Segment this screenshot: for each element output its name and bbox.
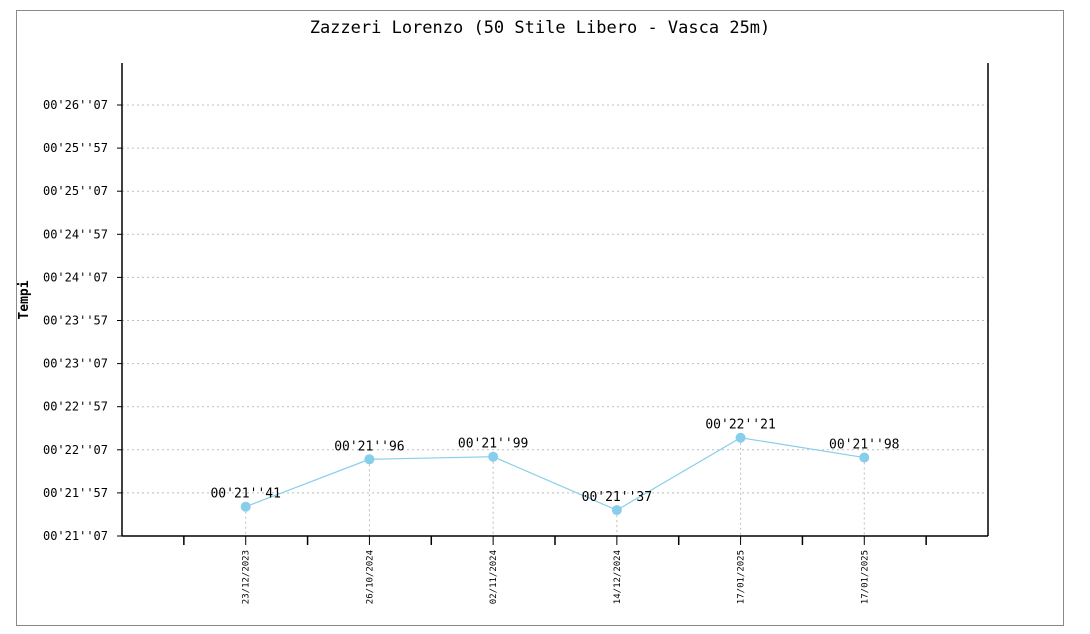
data-point (859, 452, 870, 463)
data-label: 00'21''98 (829, 438, 899, 453)
x-tick-label: 23/12/2023 (242, 550, 252, 604)
data-label: 00'22''21 (705, 418, 775, 433)
y-tick-label: 00'24''07 (43, 270, 108, 284)
gridlines (122, 104, 988, 536)
data-label: 00'21''37 (582, 490, 652, 505)
y-tick-label: 00'26''07 (43, 98, 108, 112)
y-tick-label: 00'24''57 (43, 227, 108, 241)
data-labels: 00'21''41 00'21''96 00'21''99 00'21''37 00'2… (210, 418, 899, 505)
y-tick-label: 00'25''07 (43, 184, 108, 198)
y-axis-label: Tempi (17, 280, 32, 319)
y-tick-label: 00'23''07 (43, 357, 108, 371)
series-line (240, 432, 870, 516)
x-tick-label: 17/01/2025 (860, 550, 870, 604)
x-tick-labels: 23/12/2023 26/10/2024 02/11/2024 14/12/2024… (242, 550, 871, 604)
x-tick-label: 17/01/2025 (737, 550, 747, 604)
data-label: 00'21''96 (334, 439, 404, 454)
data-point (488, 451, 499, 462)
data-label: 00'21''41 (210, 487, 280, 502)
y-tick-label: 00'22''07 (43, 443, 108, 457)
chart-title: Zazzeri Lorenzo (50 Stile Libero - Vasca… (310, 18, 771, 38)
y-tick-label: 00'25''57 (43, 141, 108, 155)
y-tick-label: 00'21''07 (43, 529, 108, 543)
data-point (240, 501, 251, 512)
axes (117, 63, 989, 545)
chart-frame (16, 10, 1064, 626)
x-tick-label: 14/12/2024 (613, 550, 623, 604)
y-tick-label: 00'22''57 (43, 400, 108, 414)
y-tick-label: 00'23''57 (43, 314, 108, 328)
x-tick-label: 26/10/2024 (365, 550, 375, 604)
x-tick-label: 02/11/2024 (489, 550, 499, 604)
series-polyline (245, 437, 865, 511)
data-point (364, 454, 375, 465)
data-point (611, 505, 622, 516)
y-tick-labels: 00'21''07 00'21''57 00'22''07 00'22''57 00'2… (43, 98, 108, 543)
y-tick-label: 00'21''57 (43, 486, 108, 500)
data-label: 00'21''99 (458, 437, 528, 452)
data-point (735, 432, 746, 443)
